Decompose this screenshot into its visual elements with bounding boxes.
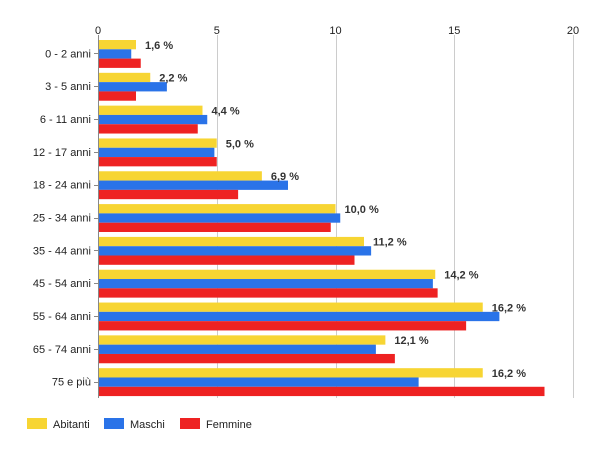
bar-femmine [99, 91, 136, 101]
x-tick-label: 10 [329, 25, 341, 37]
category-label: 6 - 11 anni [40, 114, 91, 126]
bar-abitanti [99, 40, 136, 50]
bar-abitanti [99, 105, 203, 115]
legend-swatch-abitanti [27, 418, 47, 429]
data-label: 16,2 % [492, 302, 526, 314]
bar-femmine [99, 58, 141, 68]
x-tick-label: 0 [95, 25, 101, 37]
bars [99, 40, 545, 397]
category-label: 25 - 34 anni [33, 213, 91, 225]
category-axis: 0 - 2 anni 3 - 5 anni 6 - 11 anni 12 - 17 a… [33, 35, 99, 398]
bar-femmine [99, 255, 355, 265]
bar-maschi [99, 279, 433, 289]
bar-abitanti [99, 269, 436, 280]
bar-maschi [99, 213, 341, 223]
bar-abitanti [99, 302, 483, 312]
data-label: 1,6 % [145, 40, 173, 52]
bar-femmine [99, 386, 545, 397]
category-label: 75 e più [52, 377, 91, 389]
legend-label: Maschi [130, 419, 165, 431]
x-tick-label: 5 [214, 25, 220, 37]
data-label: 16,2 % [492, 368, 526, 380]
data-label: 14,2 % [444, 270, 478, 282]
bar-abitanti [99, 368, 483, 378]
bar-abitanti [99, 171, 262, 181]
x-tick-label: 20 [567, 25, 579, 37]
bar-femmine [99, 124, 198, 134]
category-label: 18 - 24 anni [33, 180, 91, 192]
legend-swatch-maschi [104, 418, 124, 429]
data-label: 4,4 % [212, 105, 240, 117]
bar-femmine [99, 157, 217, 167]
data-label: 2,2 % [159, 73, 187, 85]
x-axis-ticks: 0 5 10 15 20 [95, 25, 579, 37]
x-tick-label: 15 [448, 25, 460, 37]
bar-femmine [99, 321, 467, 331]
category-label: 3 - 5 anni [45, 81, 91, 93]
bar-maschi [99, 82, 167, 92]
bar-abitanti [99, 138, 217, 148]
bar-maschi [99, 311, 500, 322]
legend: Abitanti Maschi Femmine [27, 418, 252, 431]
bar-abitanti [99, 236, 364, 247]
category-label: 65 - 74 anni [33, 344, 91, 356]
category-label: 12 - 17 anni [33, 147, 91, 159]
category-label: 0 - 2 anni [45, 48, 91, 60]
category-label: 35 - 44 anni [33, 245, 91, 257]
data-labels: 1,6 % 2,2 % 4,4 % 5,0 % 6,9 % 10,0 % 11,2 % 14,… [145, 40, 526, 380]
bar-femmine [99, 222, 331, 232]
bar-maschi [99, 344, 376, 354]
bar-maschi [99, 49, 132, 59]
bar-abitanti [99, 335, 386, 345]
bar-maschi [99, 147, 215, 158]
bar-femmine [99, 288, 438, 298]
bar-femmine [99, 189, 239, 200]
bar-abitanti [99, 72, 151, 83]
bar-maschi [99, 246, 372, 256]
bar-abitanti [99, 204, 336, 214]
category-label: 45 - 54 anni [33, 278, 91, 290]
data-label: 6,9 % [271, 171, 299, 183]
bar-maschi [99, 377, 419, 387]
bar-maschi [99, 114, 208, 125]
data-label: 10,0 % [345, 204, 379, 216]
legend-label: Femmine [206, 419, 252, 431]
legend-label: Abitanti [53, 419, 90, 431]
data-label: 5,0 % [226, 138, 254, 150]
category-label: 55 - 64 anni [33, 311, 91, 323]
bar-femmine [99, 353, 395, 364]
data-label: 11,2 % [373, 237, 407, 249]
legend-swatch-femmine [180, 418, 200, 429]
bar-maschi [99, 180, 288, 190]
data-label: 12,1 % [394, 335, 428, 347]
